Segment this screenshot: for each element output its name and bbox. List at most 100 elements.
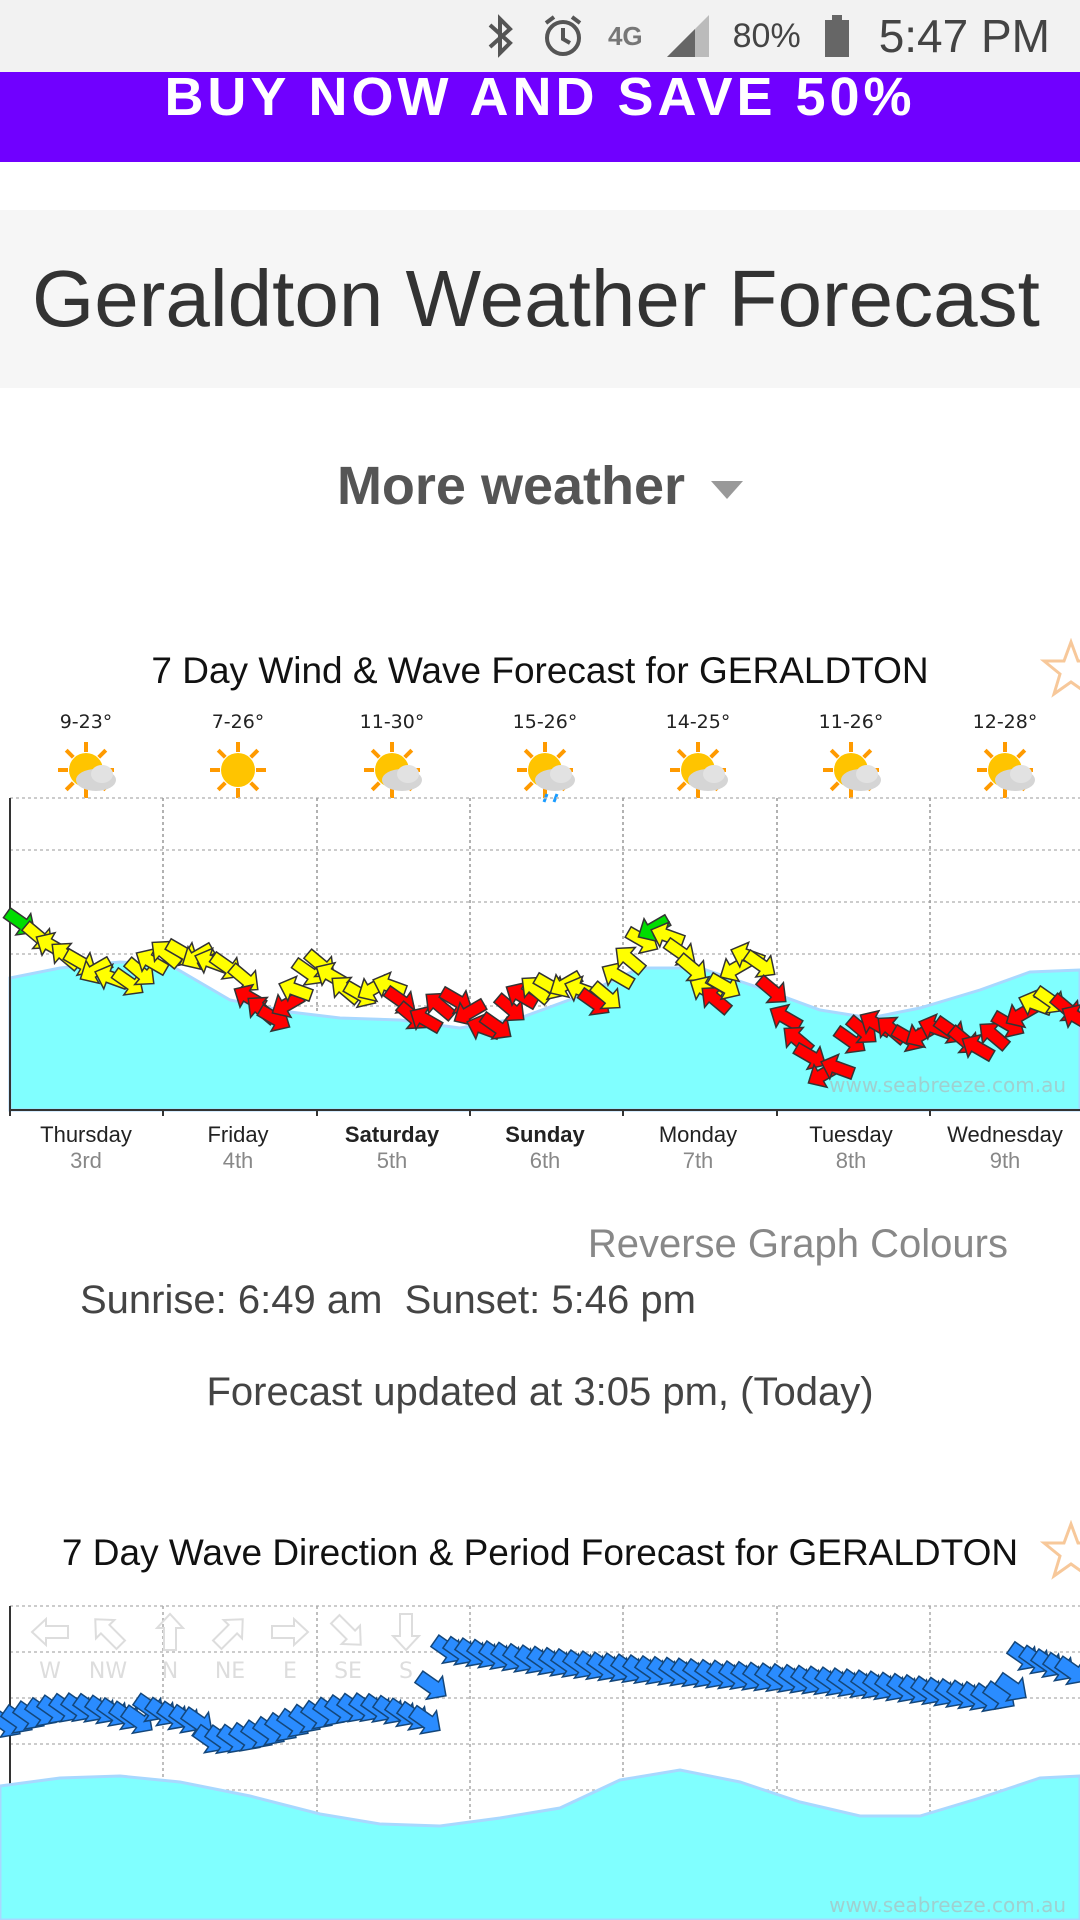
day-name: Thursday	[40, 1122, 132, 1147]
compass-label: SE	[334, 1659, 362, 1684]
temp-label: 7-26°	[212, 711, 265, 733]
temp-label: 9-23°	[60, 711, 113, 733]
day-date: 9th	[989, 1148, 1021, 1173]
wind-arrow	[961, 1033, 996, 1063]
partly-cloudy-icon	[364, 742, 422, 798]
wave-direction-arrow	[407, 1704, 441, 1735]
partly-cloudy-icon	[58, 742, 116, 798]
showers-icon	[517, 742, 575, 803]
day-name: Saturday	[344, 1122, 440, 1147]
day-date: 3rd	[70, 1148, 102, 1173]
compass-arrow-icon	[329, 1613, 362, 1646]
day-date: 7th	[682, 1148, 714, 1173]
wave-direction-arrow	[413, 1670, 447, 1701]
favourite-star-icon[interactable]	[1040, 638, 1080, 700]
sunny-icon	[210, 742, 266, 798]
day-date: 4th	[222, 1148, 254, 1173]
temp-label: 11-30°	[360, 711, 425, 733]
wind-arrow	[820, 1053, 857, 1081]
network-type: 4G	[607, 20, 643, 51]
battery-icon	[824, 15, 849, 57]
wind-arrow	[615, 946, 648, 976]
page-title: Geraldton Weather Forecast	[32, 254, 1040, 343]
compass-label: N	[162, 1659, 178, 1684]
day-name: Tuesday	[809, 1122, 893, 1147]
wind-arrow	[110, 966, 144, 996]
compass-arrow-icon	[390, 1613, 422, 1652]
day-date: 8th	[835, 1148, 867, 1173]
wind-arrow	[601, 961, 636, 991]
day-name: Wednesday	[947, 1122, 1063, 1147]
compass-arrow-icon	[94, 1618, 127, 1651]
day-name: Monday	[658, 1122, 738, 1147]
favourite-star-icon-2[interactable]	[1040, 1520, 1080, 1582]
wind-arrow	[135, 947, 170, 977]
wind-arrow	[409, 1005, 444, 1035]
triangle-down-icon	[711, 480, 744, 499]
day-date: 5th	[376, 1148, 408, 1173]
temp-label: 12-28°	[973, 711, 1038, 733]
compass-arrow-icon	[30, 1616, 69, 1648]
compass-arrow-icon	[271, 1616, 310, 1648]
temp-label: 14-25°	[666, 711, 731, 733]
compass-label: W	[39, 1659, 61, 1684]
day-label-wednesday: Wednesday 9th	[930, 1122, 1080, 1174]
watermark-2: www.seabreeze.com.au	[829, 1893, 1066, 1917]
watermark: www.seabreeze.com.au	[829, 1073, 1066, 1097]
day-name: Sunday	[505, 1122, 585, 1147]
status-bar: 4G 80% 5:47 PM	[0, 0, 1080, 72]
sun-times: Sunrise: 6:49 am Sunset: 5:46 pm	[80, 1278, 696, 1323]
wind-arrow	[701, 986, 734, 1016]
clock: 5:47 PM	[878, 10, 1050, 62]
day-name: Friday	[207, 1122, 269, 1147]
day-axis: Thursday 3rd Friday 4th Saturday 5th Sunday 6th…	[0, 1122, 1080, 1182]
day-label-sunday: Sunday 6th	[470, 1122, 620, 1174]
sunrise-text: Sunrise: 6:49 am	[80, 1278, 383, 1322]
partly-cloudy-icon	[670, 742, 728, 798]
wind-arrow	[425, 992, 458, 1022]
wave-chart-title: 7 Day Wave Direction & Period Forecast f…	[61, 1532, 1019, 1573]
wind-arrow	[278, 975, 315, 1003]
partly-cloudy-icon	[977, 742, 1035, 798]
signal-icon	[666, 15, 709, 57]
more-weather-dropdown[interactable]: More weather	[0, 455, 1080, 517]
wave-direction-arrow	[119, 1704, 153, 1735]
alarm-icon	[544, 15, 582, 56]
compass-arrow-icon	[154, 1612, 186, 1651]
wind-arrow	[832, 1024, 866, 1054]
day-label-tuesday: Tuesday 8th	[776, 1122, 926, 1174]
reverse-graph-colours-link[interactable]: Reverse Graph Colours	[587, 1222, 1008, 1266]
more-weather-label: More weather	[336, 456, 686, 516]
promo-text: BUY NOW AND SAVE 50%	[164, 72, 916, 127]
wind-arrow	[588, 980, 621, 1010]
title-band: Geraldton Weather Forecast	[0, 210, 1080, 388]
temp-label: 11-26°	[819, 711, 884, 733]
wind-wave-chart: 9-23° 7-26° 11-30° 15-26° 14-25° 11-26° 12-28°…	[2, 711, 1080, 1116]
compass-label: NW	[89, 1659, 127, 1684]
wind-arrow	[706, 971, 741, 1001]
wind-arrow	[979, 1022, 1012, 1052]
bluetooth-icon	[488, 14, 513, 58]
wind-arrow	[1061, 1003, 1080, 1033]
wind-arrow	[769, 1003, 804, 1033]
wind-arrow	[79, 955, 114, 985]
wind-arrow	[122, 956, 155, 986]
compass-label: NE	[215, 1659, 245, 1684]
wave-direction-arrow	[1053, 1655, 1080, 1686]
promo-banner[interactable]: BUY NOW AND SAVE 50%	[0, 72, 1080, 162]
wind-arrow	[478, 1010, 512, 1040]
day-label-monday: Monday 7th	[623, 1122, 773, 1174]
wind-chart-title: 7 Day Wind & Wave Forecast for GERALDTON	[151, 650, 929, 691]
forecast-updated: Forecast updated at 3:05 pm, (Today)	[206, 1370, 874, 1414]
day-label-friday: Friday 4th	[163, 1122, 313, 1174]
wind-arrow	[492, 992, 525, 1022]
day-date: 6th	[529, 1148, 561, 1173]
day-label-saturday: Saturday 5th	[317, 1122, 467, 1174]
compass-label: S	[399, 1659, 413, 1684]
sunset-text: Sunset: 5:46 pm	[404, 1278, 696, 1322]
compass-label: E	[283, 1659, 297, 1684]
day-label-thursday: Thursday 3rd	[11, 1122, 161, 1174]
wave-direction-arrow	[993, 1671, 1027, 1702]
wind-arrow	[754, 974, 787, 1004]
